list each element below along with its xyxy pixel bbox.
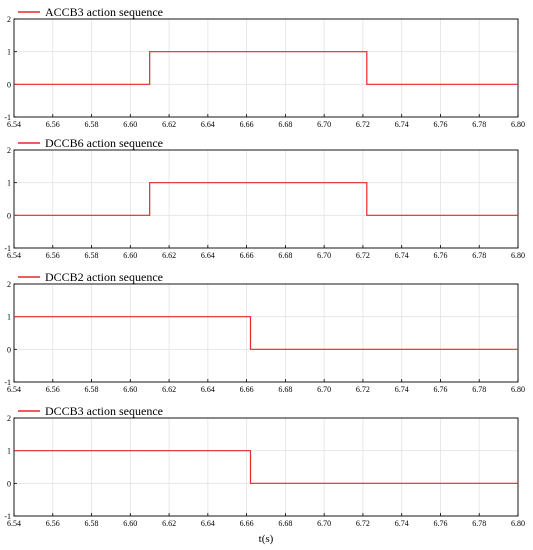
x-tick-label: 6.58 — [85, 519, 99, 528]
x-tick-label: 6.80 — [511, 519, 525, 528]
x-tick-label: 6.70 — [317, 251, 331, 260]
x-tick-label: 6.80 — [511, 251, 525, 260]
y-tick-label: 1 — [7, 179, 11, 188]
x-tick-label: 6.56 — [46, 251, 60, 260]
legend-label: DCCB2 action sequence — [45, 270, 163, 284]
panel-3: 6.54 6.56 6.58 6.60 6.62 6.64 6.66 6.68 6.70 6.72… — [4, 270, 525, 394]
series-line — [14, 450, 518, 484]
legend-label: DCCB3 action sequence — [45, 404, 163, 418]
grid — [13, 417, 519, 517]
y-tick-label: 2 — [7, 280, 11, 289]
x-tick-label: 6.66 — [240, 251, 254, 260]
grid — [13, 149, 519, 249]
x-tick-label: 6.58 — [85, 385, 99, 394]
x-tick-label: 6.54 — [7, 519, 21, 528]
panel-2: 6.54 6.56 6.58 6.60 6.62 6.64 6.66 6.68 6.70 6.72… — [4, 136, 525, 260]
x-tick-label: 6.60 — [123, 385, 137, 394]
x-tick-label: 6.62 — [162, 519, 176, 528]
y-tick-label: -1 — [4, 512, 11, 521]
y-tick-label: 0 — [7, 479, 11, 488]
x-tick-label: 6.78 — [472, 519, 486, 528]
x-tick-label: 6.68 — [278, 519, 292, 528]
x-tick-label: 6.54 — [7, 385, 21, 394]
x-tick-label: 6.80 — [511, 385, 525, 394]
series-line — [14, 182, 518, 216]
plot-frame — [13, 18, 519, 118]
x-tick-label: 6.68 — [278, 120, 292, 129]
x-tick-label: 6.64 — [201, 120, 215, 129]
panel-1: 6.54 6.56 6.58 6.60 6.62 6.64 6.66 6.68 6.70 6.72… — [4, 5, 525, 129]
y-tick-label: 2 — [7, 414, 11, 423]
x-tick-label: 6.80 — [511, 120, 525, 129]
legend: DCCB6 action sequence — [18, 136, 163, 150]
x-tick-label: 6.64 — [201, 385, 215, 394]
x-tick-label: 6.70 — [317, 519, 331, 528]
y-tick-label: -1 — [4, 378, 11, 387]
plot-frame — [13, 149, 519, 249]
legend-label: ACCB3 action sequence — [45, 5, 163, 19]
x-tick-label: 6.64 — [201, 251, 215, 260]
x-tick-label: 6.66 — [240, 519, 254, 528]
grid — [13, 18, 519, 118]
x-tick-label: 6.56 — [46, 120, 60, 129]
y-tick-label: 1 — [7, 48, 11, 57]
x-axis-label: t(s) — [259, 533, 274, 545]
x-tick-label: 6.60 — [123, 120, 137, 129]
x-tick-label: 6.58 — [85, 251, 99, 260]
x-tick-label: 6.76 — [433, 385, 447, 394]
y-tick-label: -1 — [4, 113, 11, 122]
legend: DCCB3 action sequence — [18, 404, 163, 418]
y-tick-label: -1 — [4, 244, 11, 253]
y-tick-label: 0 — [7, 80, 11, 89]
plot-frame — [13, 283, 519, 383]
x-tick-label: 6.68 — [278, 385, 292, 394]
x-tick-label: 6.60 — [123, 519, 137, 528]
x-tick-label: 6.74 — [395, 519, 409, 528]
x-tick-label: 6.78 — [472, 385, 486, 394]
x-tick-label: 6.78 — [472, 251, 486, 260]
x-tick-label: 6.62 — [162, 251, 176, 260]
legend: ACCB3 action sequence — [18, 5, 163, 19]
x-tick-label: 6.66 — [240, 120, 254, 129]
x-tick-label: 6.76 — [433, 519, 447, 528]
y-tick-label: 0 — [7, 211, 11, 220]
x-tick-label: 6.70 — [317, 385, 331, 394]
x-tick-label: 6.66 — [240, 385, 254, 394]
x-tick-label: 6.64 — [201, 519, 215, 528]
x-tick-label: 6.74 — [395, 251, 409, 260]
x-tick-label: 6.72 — [356, 120, 370, 129]
legend-label: DCCB6 action sequence — [45, 136, 163, 150]
y-tick-label: 1 — [7, 313, 11, 322]
y-tick-label: 1 — [7, 447, 11, 456]
plot-frame — [13, 417, 519, 517]
x-tick-label: 6.56 — [46, 385, 60, 394]
legend: DCCB2 action sequence — [18, 270, 163, 284]
x-tick-label: 6.72 — [356, 385, 370, 394]
x-tick-label: 6.76 — [433, 251, 447, 260]
grid — [13, 283, 519, 383]
x-tick-label: 6.56 — [46, 519, 60, 528]
x-tick-label: 6.70 — [317, 120, 331, 129]
x-tick-label: 6.72 — [356, 519, 370, 528]
panel-4: 6.54 6.56 6.58 6.60 6.62 6.64 6.66 6.68 6.70 6.72… — [4, 404, 525, 545]
x-tick-label: 6.68 — [278, 251, 292, 260]
x-tick-label: 6.62 — [162, 120, 176, 129]
x-tick-label: 6.58 — [85, 120, 99, 129]
x-tick-label: 6.62 — [162, 385, 176, 394]
y-tick-label: 2 — [7, 15, 11, 24]
series-line — [14, 316, 518, 350]
x-tick-label: 6.74 — [395, 120, 409, 129]
x-tick-label: 6.54 — [7, 120, 21, 129]
x-tick-label: 6.74 — [395, 385, 409, 394]
series-line — [14, 51, 518, 85]
x-tick-label: 6.78 — [472, 120, 486, 129]
x-tick-label: 6.60 — [123, 251, 137, 260]
x-tick-label: 6.76 — [433, 120, 447, 129]
y-tick-label: 0 — [7, 345, 11, 354]
x-tick-label: 6.54 — [7, 251, 21, 260]
y-tick-label: 2 — [7, 146, 11, 155]
x-tick-label: 6.72 — [356, 251, 370, 260]
